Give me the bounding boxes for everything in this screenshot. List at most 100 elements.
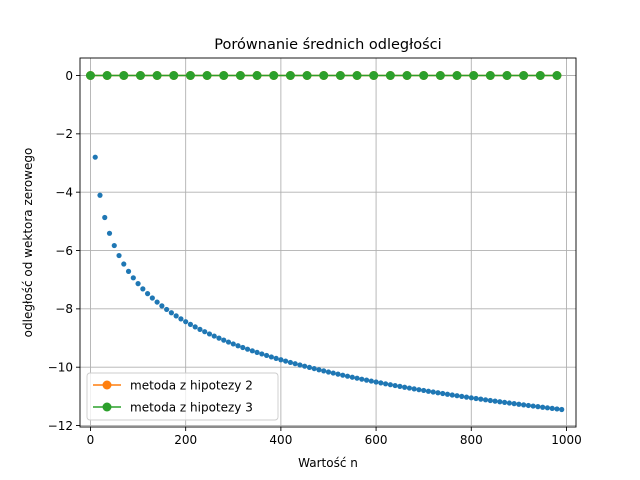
legend-marker-hipoteza-2 <box>102 380 112 390</box>
data-point <box>482 397 489 403</box>
data-point <box>511 401 517 407</box>
data-point <box>269 71 279 80</box>
data-point <box>406 385 412 391</box>
data-point <box>425 388 432 394</box>
data-point <box>216 335 222 341</box>
data-point <box>430 389 436 395</box>
data-point <box>540 404 546 410</box>
data-point <box>252 71 262 80</box>
data-point <box>219 71 229 80</box>
data-point <box>102 214 108 221</box>
y-tick-label: −6 <box>55 244 73 258</box>
data-point <box>521 402 527 408</box>
data-point <box>397 383 403 389</box>
y-tick-label: −12 <box>48 419 73 433</box>
data-point <box>435 71 445 80</box>
data-point <box>497 399 503 405</box>
data-point <box>316 367 322 373</box>
data-point <box>169 71 179 80</box>
data-point <box>383 381 389 387</box>
data-point <box>221 337 227 343</box>
data-point <box>444 391 451 397</box>
data-point <box>121 261 127 267</box>
data-point <box>454 393 460 399</box>
data-point <box>340 372 346 378</box>
data-point <box>192 324 198 330</box>
data-point <box>159 303 165 309</box>
data-point <box>473 395 479 402</box>
data-point <box>173 313 179 319</box>
data-point <box>225 339 232 345</box>
data-point <box>119 71 129 80</box>
data-point <box>368 378 374 384</box>
data-point <box>354 375 360 381</box>
data-point <box>135 281 141 287</box>
data-point <box>135 71 145 80</box>
data-point <box>152 71 162 80</box>
data-point <box>230 341 236 347</box>
data-point <box>235 71 245 80</box>
data-point <box>419 71 429 80</box>
data-point <box>187 321 194 327</box>
data-point <box>516 401 522 407</box>
data-point <box>264 352 270 359</box>
data-point <box>373 379 379 385</box>
legend: metoda z hipotezy 2 metoda z hipotezy 3 <box>86 372 279 421</box>
y-tick-label: −4 <box>55 185 73 199</box>
data-point <box>530 403 536 409</box>
data-point <box>302 71 312 80</box>
data-point <box>140 286 146 292</box>
data-point <box>206 331 213 337</box>
data-point <box>302 363 308 369</box>
data-point <box>321 368 327 374</box>
data-point <box>278 357 284 363</box>
data-point <box>325 369 332 375</box>
data-point <box>287 359 293 366</box>
data-point <box>378 380 384 386</box>
data-point <box>178 316 184 322</box>
data-point <box>259 351 265 357</box>
legend-label-hipoteza-2: metoda z hipotezy 2 <box>130 379 253 393</box>
data-point <box>487 397 493 404</box>
data-point <box>164 306 170 313</box>
data-point <box>306 364 313 371</box>
data-point <box>463 394 470 400</box>
x-tick-label: 1000 <box>551 433 582 447</box>
x-tick-label: 800 <box>460 433 483 447</box>
chart-title: Porównanie średnich odległości <box>214 37 441 53</box>
series-2 <box>85 71 562 80</box>
legend-marker-hipoteza-3 <box>102 402 112 412</box>
data-point <box>392 382 398 389</box>
data-point <box>440 390 446 397</box>
data-point <box>130 275 136 281</box>
data-point <box>502 71 512 80</box>
data-point <box>85 71 95 80</box>
plot-frame <box>79 57 577 428</box>
data-point <box>468 395 474 401</box>
data-point <box>97 192 103 198</box>
data-point <box>202 329 208 335</box>
data-point <box>285 71 295 80</box>
y-axis: 0 −2 −4 −6 −8 −10 −12 <box>48 69 80 433</box>
data-point <box>297 362 303 368</box>
y-axis-label: odległość od wektora zerowego <box>21 148 35 338</box>
data-point <box>102 71 112 80</box>
data-point <box>116 252 122 259</box>
data-point <box>111 242 117 249</box>
data-point <box>154 299 160 305</box>
data-point <box>240 344 246 351</box>
data-point <box>149 295 155 301</box>
x-tick-label: 200 <box>174 433 197 447</box>
y-tick-label: −2 <box>55 127 73 141</box>
x-tick-label: 400 <box>269 433 292 447</box>
data-point <box>452 71 462 80</box>
data-point <box>385 71 395 80</box>
data-point <box>144 291 151 297</box>
data-point <box>559 406 565 413</box>
data-point <box>125 268 132 274</box>
data-point <box>492 398 498 404</box>
data-point <box>197 326 203 332</box>
data-point <box>485 71 495 80</box>
data-point <box>402 384 408 390</box>
